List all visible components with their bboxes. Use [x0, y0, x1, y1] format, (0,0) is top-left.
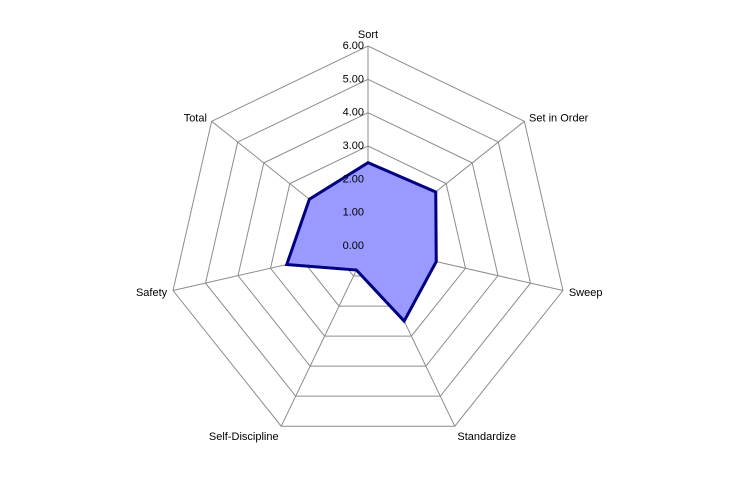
category-label: Total	[184, 113, 207, 125]
category-label: Standardize	[457, 431, 516, 443]
tick-label: 0.00	[343, 240, 364, 252]
category-label: Sort	[358, 29, 378, 41]
tick-label: 6.00	[343, 40, 364, 52]
tick-label-layer: 0.00 1.00 2.00 3.00 4.00 5.00 6.00	[343, 40, 364, 252]
category-label: Self-Discipline	[209, 431, 279, 443]
grid-ring	[237, 112, 499, 367]
series-area	[284, 160, 438, 324]
tick-label: 4.00	[343, 107, 364, 119]
category-label: Sweep	[569, 287, 603, 299]
tick-label: 5.00	[343, 73, 364, 85]
grid-ring	[204, 78, 532, 397]
category-label: Safety	[136, 287, 168, 299]
axis-spoke	[280, 245, 369, 427]
tick-label: 3.00	[343, 140, 364, 152]
grid-ring	[269, 145, 467, 337]
series-layer	[284, 160, 438, 324]
tick-label: 2.00	[343, 173, 364, 185]
category-label-layer: Sort Set in Order Sweep Standardize Self-Dis…	[136, 29, 602, 443]
tick-label: 1.00	[343, 207, 364, 219]
category-label: Set in Order	[529, 113, 589, 125]
grid-ring	[172, 45, 564, 427]
